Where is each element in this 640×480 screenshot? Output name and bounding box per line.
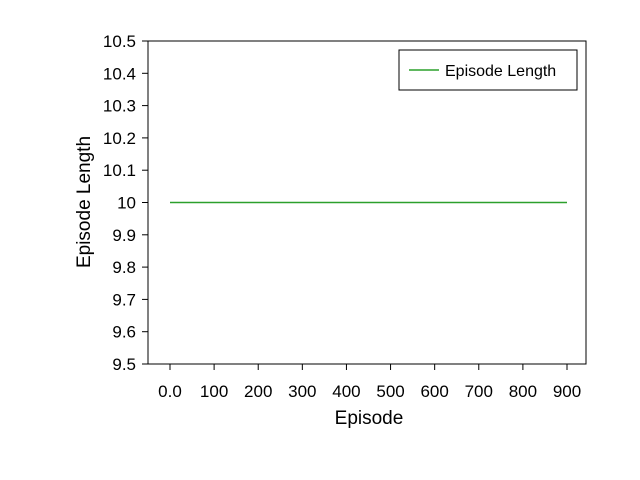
x-tick-label: 200 [244,382,272,401]
y-tick-label: 9.9 [112,226,136,245]
y-tick-label: 10 [117,194,136,213]
x-tick-label: 100 [200,382,228,401]
y-axis: 9.5 9.6 9.7 9.8 9.9 10 10.1 10.2 10.3 10.4 10.5 [103,32,148,374]
x-tick-label: 900 [553,382,581,401]
x-tick-label: 700 [465,382,493,401]
y-tick-label: 9.8 [112,258,136,277]
x-tick-label: 0.0 [158,382,182,401]
x-tick-label: 500 [376,382,404,401]
y-tick-label: 10.5 [103,32,136,51]
legend: Episode Length [398,49,578,91]
y-tick-label: 10.1 [103,161,136,180]
x-axis-title: Episode [335,408,404,429]
x-tick-label: 800 [509,382,537,401]
y-tick-label: 10.3 [103,97,136,116]
y-tick-label: 9.6 [112,323,136,342]
x-tick-label: 600 [420,382,448,401]
y-tick-label: 10.2 [103,129,136,148]
x-tick-label: 400 [332,382,360,401]
x-tick-label: 300 [288,382,316,401]
legend-label-episode-length: Episode Length [445,63,556,80]
y-tick-label: 9.5 [112,355,136,374]
x-axis: 0.0 100 200 300 400 500 600 700 800 900 [158,364,581,401]
y-axis-title: Episode Length [74,136,95,268]
y-tick-label: 10.4 [103,64,136,83]
y-tick-label: 9.7 [112,290,136,309]
